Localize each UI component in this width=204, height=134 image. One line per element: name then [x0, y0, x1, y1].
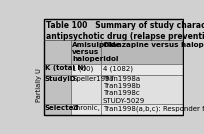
Text: Tran1998a
Tran1998b
Tran1998c
STUDY-5029: Tran1998a Tran1998b Tran1998c STUDY-5029: [103, 76, 145, 104]
Bar: [101, 104, 183, 115]
Bar: [44, 19, 183, 115]
Text: Chronic,: Chronic,: [72, 105, 101, 111]
Bar: [101, 75, 183, 104]
Text: Table 100   Summary of study characteristics for RCT
antipsychotic drug (relapse: Table 100 Summary of study characteristi…: [45, 21, 204, 41]
Text: Partially U: Partially U: [36, 68, 42, 102]
Text: Selected: Selected: [45, 105, 79, 111]
Bar: [71, 64, 101, 75]
Bar: [71, 75, 101, 104]
Bar: [71, 40, 101, 64]
Bar: [44, 104, 71, 115]
Text: Speller1997: Speller1997: [72, 76, 114, 82]
Bar: [44, 75, 71, 104]
Text: Olanzapine versus haloperidol: Olanzapine versus haloperidol: [103, 42, 204, 48]
Bar: [44, 64, 71, 75]
Text: K (total N): K (total N): [45, 65, 86, 71]
Text: Tran1998(a,b,c): Responder from a: Tran1998(a,b,c): Responder from a: [103, 105, 204, 112]
Bar: [101, 64, 183, 75]
Text: 4 (1082): 4 (1082): [103, 65, 133, 72]
Bar: [44, 40, 71, 64]
Bar: [101, 40, 183, 64]
Text: StudyID: StudyID: [45, 76, 76, 82]
Bar: [71, 104, 101, 115]
Text: Amisulpride
versus
haloperidol: Amisulpride versus haloperidol: [72, 42, 121, 62]
Text: 1 (60): 1 (60): [72, 65, 93, 72]
Bar: [44, 19, 183, 40]
